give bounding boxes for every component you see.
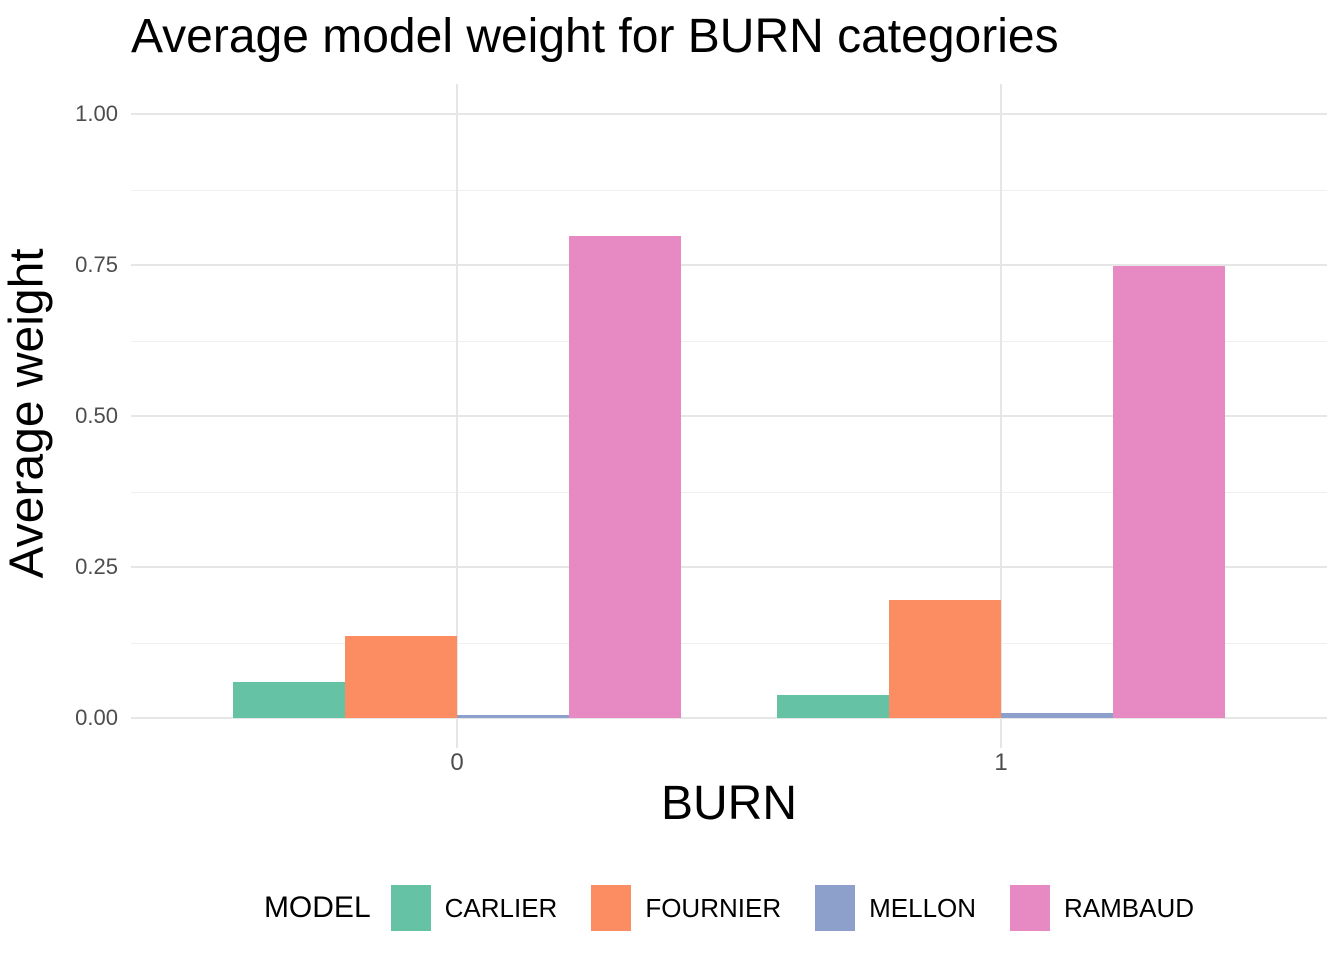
gridline-minor: [131, 340, 1327, 342]
gridline-vertical: [456, 84, 458, 748]
legend-item-carlier: CARLIER: [390, 885, 558, 931]
legend-item-mellon: MELLON: [815, 885, 976, 931]
y-tick-label: 0.75: [75, 252, 118, 277]
gridline-minor: [131, 491, 1327, 493]
chart-title: Average model weight for BURN categories: [131, 10, 1059, 63]
plot-panel: [131, 84, 1327, 748]
bar-mellon-burn1: [1001, 713, 1113, 718]
legend-key-swatch: [591, 885, 632, 931]
y-tick-label: 0.00: [75, 705, 118, 730]
bar-fournier-burn1: [889, 600, 1001, 718]
bar-carlier-burn1: [777, 695, 889, 718]
legend-title: MODEL: [263, 891, 371, 924]
y-tick-label: 0.25: [75, 554, 118, 579]
gridline-major: [131, 264, 1327, 266]
x-axis-title: BURN: [660, 777, 797, 830]
gridline-vertical: [1000, 84, 1002, 748]
y-tick-label: 1.00: [75, 101, 118, 126]
gridline-major: [131, 113, 1327, 115]
x-tick-label: 0: [450, 749, 464, 776]
legend-label: CARLIER: [444, 892, 558, 923]
gridline-minor: [131, 189, 1327, 191]
gridline-major: [131, 415, 1327, 417]
gridline-major: [131, 566, 1327, 568]
legend-label: MELLON: [869, 892, 977, 923]
bar-rambaud-burn0: [569, 236, 681, 718]
legend-item-rambaud: RAMBAUD: [1010, 885, 1194, 931]
x-tick-label: 1: [994, 749, 1008, 776]
legend-label: FOURNIER: [645, 892, 782, 923]
legend-key-swatch: [390, 885, 431, 931]
y-tick-label: 0.50: [75, 403, 118, 428]
gridline-major: [131, 717, 1327, 719]
legend-label: RAMBAUD: [1064, 892, 1195, 923]
legend-key-swatch: [1010, 885, 1051, 931]
bar-fournier-burn0: [345, 636, 457, 718]
bar-mellon-burn0: [457, 715, 569, 718]
legend-item-fournier: FOURNIER: [591, 885, 781, 931]
gridline-minor: [131, 642, 1327, 644]
legend: MODEL CARLIER FOURNIER MELLON RAMBAUD: [131, 880, 1327, 936]
bar-carlier-burn0: [233, 682, 345, 718]
legend-key-swatch: [815, 885, 856, 931]
bar-rambaud-burn1: [1113, 266, 1225, 718]
